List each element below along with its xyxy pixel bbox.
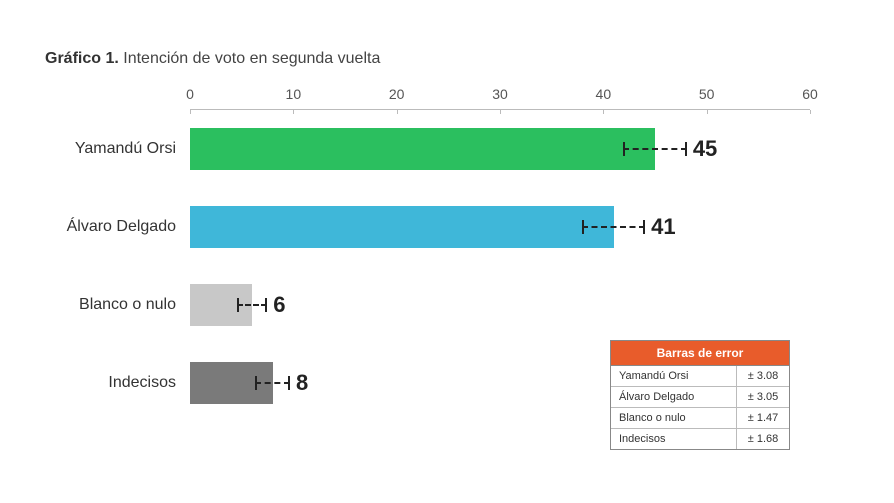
bar-value-label: 8 — [296, 370, 308, 396]
error-legend-body: Yamandú Orsi± 3.08Álvaro Delgado± 3.05Bl… — [611, 366, 789, 449]
error-legend-row: Yamandú Orsi± 3.08 — [611, 366, 789, 386]
chart-title: Gráfico 1. Intención de voto en segunda … — [45, 50, 845, 68]
error-bar-cap — [623, 142, 625, 156]
x-axis-tick-label: 0 — [186, 86, 194, 102]
bar-row: Álvaro Delgado41 — [190, 188, 810, 266]
error-bar-cap — [685, 142, 687, 156]
bar-row: Blanco o nulo6 — [190, 266, 810, 344]
error-legend-row: Indecisos± 1.68 — [611, 428, 789, 449]
error-bar-line — [237, 304, 267, 306]
error-legend-value: ± 1.47 — [737, 408, 789, 428]
error-legend-value: ± 3.05 — [737, 387, 789, 407]
error-bar — [237, 298, 267, 312]
bar-category-label: Blanco o nulo — [79, 296, 190, 314]
error-legend-label: Indecisos — [611, 429, 737, 449]
bar-value-label: 45 — [693, 136, 717, 162]
error-bar-cap — [288, 376, 290, 390]
x-axis-tick-label: 60 — [802, 86, 818, 102]
error-bar — [255, 376, 290, 390]
x-axis: 0102030405060 — [190, 86, 810, 110]
error-bar-cap — [255, 376, 257, 390]
error-bar-line — [582, 226, 645, 228]
error-bar-cap — [582, 220, 584, 234]
bar — [190, 206, 614, 248]
error-bar-cap — [643, 220, 645, 234]
bar-category-label: Yamandú Orsi — [75, 140, 190, 158]
x-axis-tick — [810, 110, 811, 114]
error-bar — [623, 142, 687, 156]
bar-value-label: 6 — [273, 292, 285, 318]
x-axis-tick-label: 50 — [699, 86, 715, 102]
x-axis-tick-label: 40 — [596, 86, 612, 102]
x-axis-tick-label: 10 — [286, 86, 302, 102]
error-bar-line — [255, 382, 290, 384]
bar-value-label: 41 — [651, 214, 675, 240]
error-bar — [582, 220, 645, 234]
error-bar-line — [623, 148, 687, 150]
error-legend-row: Blanco o nulo± 1.47 — [611, 407, 789, 428]
error-bar-cap — [265, 298, 267, 312]
chart-title-prefix: Gráfico 1. — [45, 50, 119, 67]
error-legend-value: ± 3.08 — [737, 366, 789, 386]
error-legend-label: Álvaro Delgado — [611, 387, 737, 407]
error-bar-cap — [237, 298, 239, 312]
error-legend: Barras de error Yamandú Orsi± 3.08Álvaro… — [610, 340, 790, 450]
bar — [190, 128, 655, 170]
chart-title-rest: Intención de voto en segunda vuelta — [119, 50, 381, 67]
x-axis-tick-label: 20 — [389, 86, 405, 102]
error-legend-label: Yamandú Orsi — [611, 366, 737, 386]
bar-category-label: Indecisos — [108, 374, 190, 392]
error-legend-label: Blanco o nulo — [611, 408, 737, 428]
error-legend-value: ± 1.68 — [737, 429, 789, 449]
bar-category-label: Álvaro Delgado — [67, 218, 190, 236]
chart-container: Gráfico 1. Intención de voto en segunda … — [45, 50, 845, 422]
error-legend-header: Barras de error — [611, 341, 789, 366]
bar-row: Yamandú Orsi45 — [190, 110, 810, 188]
x-axis-tick-label: 30 — [492, 86, 508, 102]
error-legend-row: Álvaro Delgado± 3.05 — [611, 386, 789, 407]
